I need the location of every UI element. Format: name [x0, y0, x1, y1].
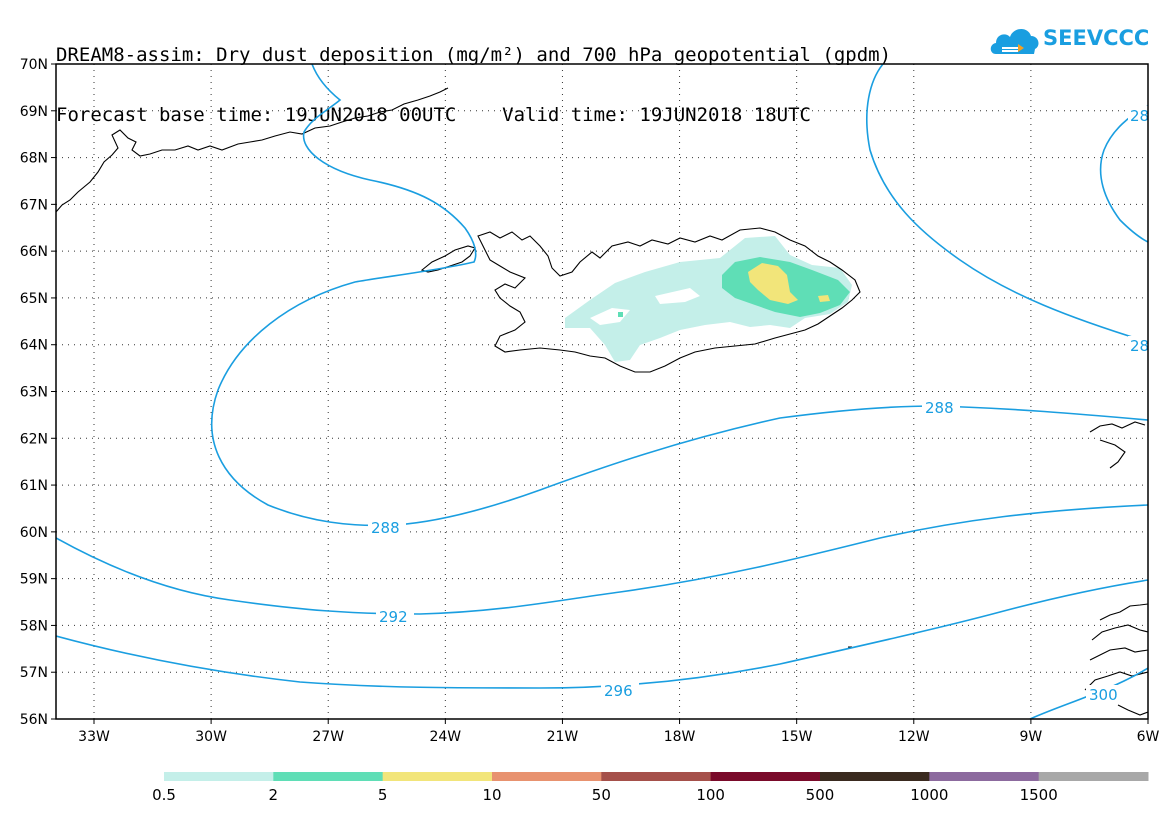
- graticule: [56, 64, 1148, 719]
- latitude-label: 61N: [20, 478, 48, 494]
- legend-swatch: [492, 772, 602, 781]
- legend-label: 1000: [910, 786, 948, 804]
- legend-swatch: [164, 772, 274, 781]
- dust-shade-2-spot: [618, 312, 623, 317]
- longitude-label: 33W: [78, 729, 110, 745]
- contour-288-west: [210, 64, 1148, 527]
- legend-label: 2: [269, 786, 279, 804]
- longitude-label: 24W: [429, 729, 461, 745]
- valid-time: Valid time: 19JUN2018 18UTC: [502, 104, 811, 126]
- latitude-label: 58N: [20, 618, 48, 634]
- latitude-label: 67N: [20, 197, 48, 213]
- dust-deposition-field: [565, 236, 852, 362]
- latitude-label: 66N: [20, 244, 48, 260]
- cloud-logo-icon: [990, 28, 1039, 54]
- longitude-label: 21W: [547, 729, 579, 745]
- longitude-labels: 33W 30W 27W 24W 21W 18W 15W 12W 9W 6W: [78, 719, 1160, 745]
- coast-greenland-east: [420, 245, 476, 273]
- contour-288-northeast: [866, 64, 1148, 343]
- legend-swatch: [820, 772, 930, 781]
- legend-label: 5: [378, 786, 388, 804]
- contour-292: [56, 504, 1148, 615]
- latitude-label: 68N: [20, 151, 48, 167]
- longitude-label: 27W: [312, 729, 344, 745]
- title-line-1: DREAM8-assim: Dry dust deposition (mg/m²…: [56, 44, 892, 66]
- legend-label: 0.5: [152, 786, 176, 804]
- legend-label: 500: [806, 786, 835, 804]
- dust-shade-5-spot: [818, 295, 830, 302]
- latitude-label: 62N: [20, 431, 48, 447]
- contour-labels: 288 288 292 296 300 28 28: [368, 106, 1149, 704]
- coast-faroe: [1089, 421, 1146, 469]
- coast-greenland: [56, 87, 449, 213]
- latitude-label: 63N: [20, 385, 48, 401]
- forecast-base-time: Forecast base time: 19JUN2018 00UTC: [56, 104, 457, 126]
- latitude-label: 59N: [20, 572, 48, 588]
- latitude-label: 56N: [20, 712, 48, 728]
- contour-label: 288: [925, 399, 954, 417]
- latitude-label: 57N: [20, 665, 48, 681]
- longitude-label: 18W: [664, 729, 696, 745]
- contour-label: 288: [371, 519, 400, 537]
- legend-swatch: [1038, 772, 1149, 781]
- latitude-labels: 70N 69N 68N 67N 66N 65N 64N 63N 62N 61N 60N 59N 58N 5…: [20, 57, 56, 728]
- title-line-2: Forecast base time: 19JUN2018 00UTC Vali…: [56, 105, 891, 125]
- legend-swatch: [929, 772, 1040, 781]
- color-legend: 0.5 2 5 10 50 100 500 1000 1500: [152, 772, 1149, 804]
- contour-label: 28: [1130, 337, 1149, 355]
- longitude-label: 30W: [195, 729, 227, 745]
- latitude-label: 70N: [20, 57, 48, 73]
- legend-swatch: [382, 772, 493, 781]
- legend-label: 1500: [1020, 786, 1058, 804]
- coast-scotland: [848, 603, 1148, 716]
- map-title: DREAM8-assim: Dry dust deposition (mg/m²…: [56, 5, 891, 145]
- longitude-label: 12W: [898, 729, 930, 745]
- legend-label: 100: [696, 786, 725, 804]
- seevccc-logo: SEEVCCC: [988, 20, 1150, 60]
- legend-label: 50: [592, 786, 611, 804]
- contour-label: 28: [1130, 107, 1149, 125]
- dust-shade-5: [748, 263, 798, 304]
- legend-swatch: [273, 772, 384, 781]
- legend-swatch: [601, 772, 712, 781]
- longitude-label: 6W: [1137, 729, 1160, 745]
- latitude-label: 64N: [20, 338, 48, 354]
- latitude-label: 69N: [20, 104, 48, 120]
- contour-label: 292: [379, 608, 408, 626]
- dust-hole: [655, 288, 700, 304]
- latitude-label: 65N: [20, 291, 48, 307]
- contour-28-east: [1099, 105, 1148, 243]
- contour-label: 300: [1089, 686, 1118, 704]
- logo-text: SEEVCCC: [1043, 26, 1150, 50]
- legend-swatch: [710, 772, 821, 781]
- coast-iceland: [477, 227, 861, 373]
- legend-label: 10: [482, 786, 501, 804]
- longitude-label: 9W: [1020, 729, 1043, 745]
- coastlines: [56, 87, 1148, 716]
- contour-label: 296: [604, 682, 633, 700]
- latitude-label: 60N: [20, 525, 48, 541]
- longitude-label: 15W: [781, 729, 813, 745]
